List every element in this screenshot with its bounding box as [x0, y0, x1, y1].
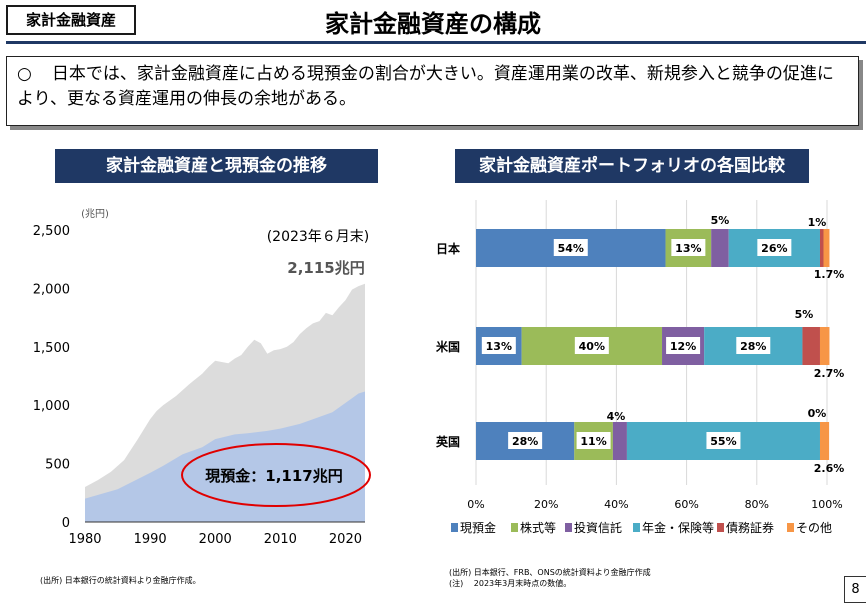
stacked-bar-segment — [819, 229, 824, 267]
data-label: 55% — [710, 435, 736, 448]
stacked-bar-segment — [823, 229, 830, 267]
data-label: 2.6% — [814, 462, 845, 475]
x-tick-label: 1980 — [68, 532, 101, 547]
data-label: 1.7% — [814, 268, 845, 281]
data-label: 13% — [486, 340, 512, 353]
legend-swatch — [633, 523, 640, 532]
data-label-box — [508, 432, 543, 449]
category-label: 英国 — [436, 434, 460, 449]
legend-swatch — [787, 523, 794, 532]
x-tick-label: 1990 — [134, 532, 167, 547]
stacked-bar-segment — [819, 327, 830, 365]
data-label: 11% — [580, 435, 606, 448]
data-label-box — [671, 239, 706, 256]
section-tag: 家計金融資産 — [6, 5, 136, 35]
x-tick-label: 2000 — [199, 532, 232, 547]
title-rule — [6, 41, 866, 44]
deposit-area — [85, 391, 365, 522]
summary-box: ○ 日本では、家計金融資産に占める現預金の割合が大きい。資産運用業の改革、新規参入… — [6, 56, 859, 126]
data-label-box — [574, 337, 609, 354]
data-label-box — [666, 337, 701, 354]
data-label-box — [576, 432, 611, 449]
legend-label: 債務証券 — [726, 520, 774, 535]
data-label-box — [736, 337, 771, 354]
legend-label: 投資信託 — [574, 520, 622, 535]
y-tick-label: 2,500 — [33, 224, 70, 239]
x-tick-label: 2020 — [329, 532, 362, 547]
data-label: 0% — [808, 407, 827, 420]
x-tick-label: 100% — [811, 498, 842, 511]
x-tick-label: 60% — [674, 498, 698, 511]
page-number: 8 — [844, 576, 866, 603]
legend-swatch — [565, 523, 572, 532]
data-label: 5% — [711, 214, 730, 227]
legend-label: 株式等 — [520, 520, 556, 535]
data-label-box — [553, 239, 588, 256]
x-tick-label: 2010 — [264, 532, 297, 547]
data-label: 26% — [761, 242, 787, 255]
x-tick-label: 0% — [467, 498, 484, 511]
y-tick-label: 0 — [62, 516, 70, 531]
data-label: 12% — [670, 340, 696, 353]
data-label: 2.7% — [814, 367, 845, 380]
x-tick-label: 20% — [534, 498, 558, 511]
data-label: 13% — [675, 242, 701, 255]
legend-label: 現預金 — [460, 520, 496, 535]
data-label: 28% — [740, 340, 766, 353]
legend-swatch — [717, 523, 724, 532]
data-label-box — [706, 432, 741, 449]
right-source-line: (出所) 日本銀行、FRB、ONSの統計資料より金融庁作成 — [449, 568, 651, 577]
right-chart-heading: 家計金融資産ポートフォリオの各国比較 — [455, 149, 809, 183]
data-label: 54% — [558, 242, 584, 255]
data-label-box — [757, 239, 792, 256]
stacked-bar-segment — [819, 422, 830, 460]
data-label-box — [481, 337, 516, 354]
right-source-note: (出所) 日本銀行、FRB、ONSの統計資料より金融庁作成 (注) 2023年3… — [449, 567, 651, 589]
deposit-value-annotation: 現預金：1,117兆円 — [205, 467, 342, 485]
page-title: 家計金融資産の構成 — [325, 10, 541, 38]
stacked-bar-segment — [711, 229, 729, 267]
y-tick-label: 1,500 — [33, 341, 70, 356]
summary-text: 日本では、家計金融資産に占める現預金の割合が大きい。資産運用業の改革、新規参入と… — [17, 64, 834, 109]
legend-swatch — [511, 523, 518, 532]
x-tick-label: 40% — [604, 498, 628, 511]
legend-label: その他 — [796, 521, 832, 535]
left-source-note: (出所) 日本銀行の統計資料より金融庁作成。 — [40, 576, 201, 585]
left-chart-heading: 家計金融資産と現預金の推移 — [55, 149, 378, 183]
y-tick-label: 2,000 — [33, 282, 70, 297]
y-tick-label: 1,000 — [33, 399, 70, 414]
total-value-annotation: 2,115兆円 — [287, 259, 364, 277]
data-label: 5% — [795, 308, 814, 321]
data-label: 40% — [579, 340, 605, 353]
data-label: 1% — [808, 216, 827, 229]
right-note-line: (注) 2023年3月末時点の数値。 — [449, 579, 572, 588]
stacked-bar-segment — [612, 422, 627, 460]
legend-label: 年金・保険等 — [642, 520, 714, 535]
category-label: 日本 — [436, 241, 460, 256]
bullet-marker: ○ — [17, 64, 32, 84]
x-tick-label: 80% — [745, 498, 769, 511]
stacked-bar-segment — [802, 327, 820, 365]
data-label: 28% — [512, 435, 538, 448]
y-axis-unit-label: (兆円) — [81, 208, 109, 220]
category-label: 米国 — [436, 339, 460, 354]
deposit-highlight-ellipse — [181, 443, 371, 507]
y-tick-label: 500 — [45, 458, 70, 473]
date-annotation: (2023年６月末) — [267, 229, 370, 245]
legend-swatch — [451, 523, 458, 532]
data-label: 4% — [607, 410, 626, 423]
